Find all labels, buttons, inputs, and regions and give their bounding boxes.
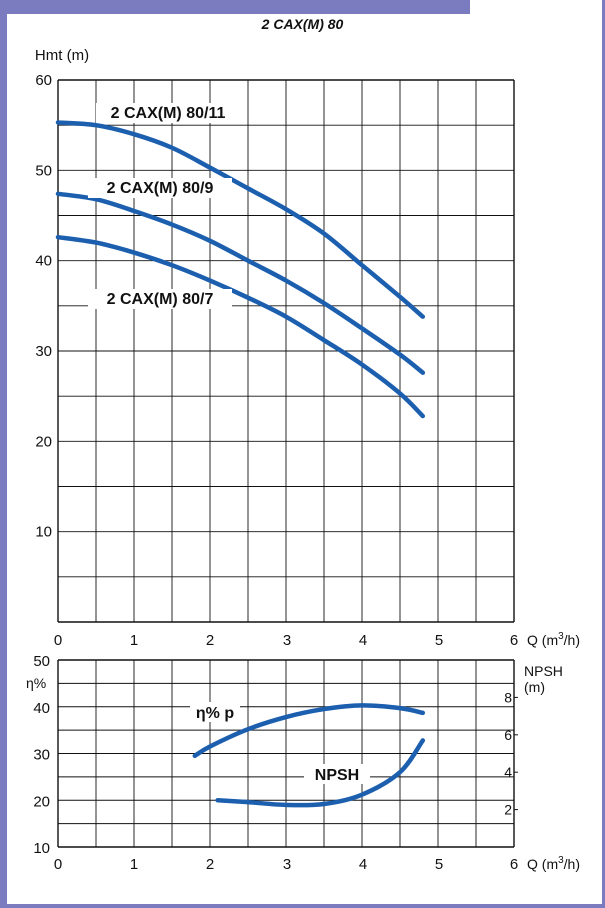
pump-curve-line: [55, 191, 426, 375]
npsh-tick-label: 6: [504, 727, 512, 743]
npsh-axis-unit: (m): [524, 679, 545, 695]
top-x-tick-label: 1: [130, 632, 138, 649]
bottom-x-tick-label: 1: [130, 856, 138, 873]
bottom-x-tick-label: 3: [283, 856, 291, 873]
bottom-x-axis-label: Q (m3/h): [527, 855, 580, 872]
top-x-tick-label: 2: [206, 632, 214, 649]
curve-label: 2 CAX(M) 80/11: [111, 105, 226, 122]
curve-label: 2 CAX(M) 80/9: [107, 180, 214, 197]
top-x-tick-label: 0: [54, 632, 62, 649]
efficiency-curve-line: [192, 703, 426, 759]
npsh-curve-line: [215, 738, 426, 808]
top-x-tick-label: 4: [359, 632, 367, 649]
npsh-axis-label: NPSH: [524, 663, 563, 679]
curve-label-bg: [190, 702, 240, 722]
chart-title: 2 CAX(M) 80: [261, 16, 344, 32]
top-y-tick-label: 20: [35, 433, 52, 450]
npsh-tick-label: 4: [504, 764, 512, 780]
top-y-tick-label: 50: [35, 162, 52, 179]
curve-label-bg: [304, 764, 370, 784]
top-x-axis-label: Q (m3/h): [527, 631, 580, 648]
bottom-y-axis-label: η%: [26, 675, 46, 691]
bottom-y-tick-label: 30: [33, 747, 50, 764]
top-x-tick-label: 6: [510, 632, 518, 649]
header-tab: [0, 0, 470, 14]
bottom-x-tick-label: 2: [206, 856, 214, 873]
pump-curve-line: [55, 120, 426, 319]
curve-label: 2 CAX(M) 80/7: [107, 291, 214, 308]
curve-label-bg: [96, 103, 240, 123]
npsh-tick-label: 2: [504, 802, 512, 818]
bottom-y-tick-label: 40: [33, 700, 50, 717]
bottom-x-tick-label: 5: [435, 856, 443, 873]
left-accent-bar: [0, 0, 7, 150]
top-x-tick-label: 3: [283, 632, 291, 649]
bottom-x-tick-label: 4: [359, 856, 367, 873]
top-y-axis-label: Hmt (m): [35, 47, 89, 64]
bottom-y-tick-label: 50: [33, 653, 50, 670]
pump-curve-line: [55, 234, 426, 419]
bottom-y-tick-label: 10: [33, 840, 50, 857]
npsh-curve-label: NPSH: [315, 767, 359, 784]
top-x-tick-label: 5: [435, 632, 443, 649]
top-y-tick-label: 40: [35, 253, 52, 270]
bottom-y-tick-label: 20: [33, 793, 50, 810]
bottom-x-tick-label: 0: [54, 856, 62, 873]
curve-label-bg: [88, 289, 232, 309]
curve-label-bg: [88, 178, 232, 198]
top-y-tick-label: 10: [35, 524, 52, 541]
top-y-tick-label: 60: [35, 72, 52, 89]
bottom-x-tick-label: 6: [510, 856, 518, 873]
top-y-tick-label: 30: [35, 343, 52, 360]
npsh-tick-label: 8: [504, 689, 512, 705]
efficiency-curve-label: η% p: [196, 705, 234, 722]
